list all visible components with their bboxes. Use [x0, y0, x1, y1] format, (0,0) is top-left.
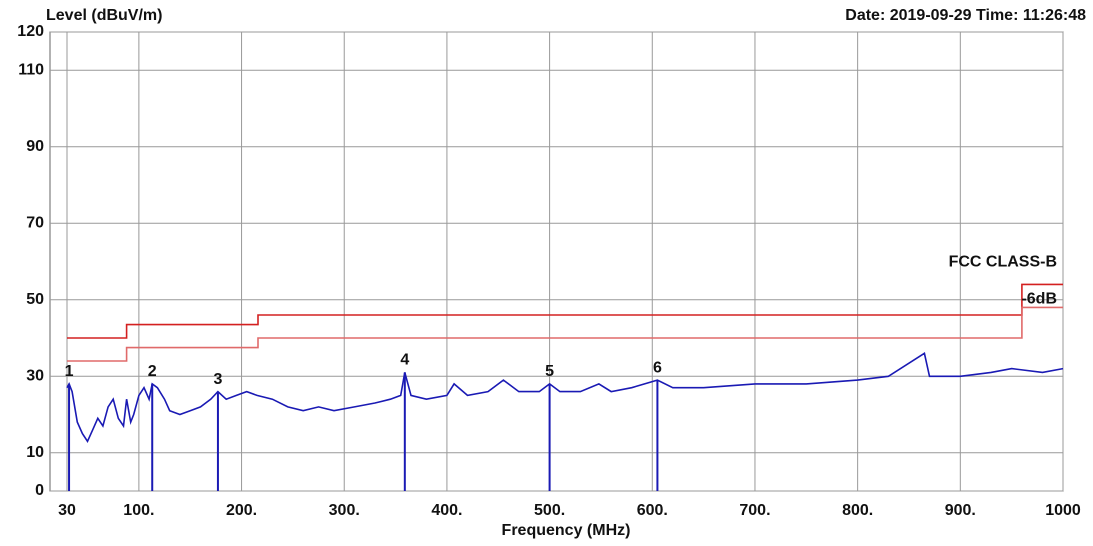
peak-label: 3 [213, 371, 222, 388]
x-tick-label: 700. [739, 502, 770, 519]
x-axis-label: Frequency (MHz) [502, 522, 631, 539]
y-tick-label: 120 [17, 23, 44, 40]
x-tick-label: 600. [637, 502, 668, 519]
y-tick-label: 30 [26, 367, 44, 384]
x-tick-label: 800. [842, 502, 873, 519]
x-tick-label: 500. [534, 502, 565, 519]
peak-label: 5 [545, 363, 554, 380]
y-tick-label: 110 [18, 61, 44, 78]
peak-label: 4 [400, 352, 409, 369]
y-tick-label: 70 [26, 214, 44, 231]
x-tick-label: 900. [945, 502, 976, 519]
timestamp: Date: 2019-09-29 Time: 11:26:48 [845, 7, 1086, 24]
plot-frame [49, 31, 1064, 492]
limit-label: FCC CLASS-B [949, 254, 1057, 271]
y-tick-label: 90 [26, 138, 44, 155]
series-line [67, 306, 1063, 362]
peak-label: 2 [148, 363, 157, 380]
x-tick-label: 100. [123, 502, 154, 519]
limit-label: -6dB [1021, 291, 1057, 308]
x-tick-label: 1000 [1045, 502, 1081, 519]
y-tick-label: 10 [26, 444, 44, 461]
y-axis-label: Level (dBuV/m) [46, 7, 162, 24]
peak-label: 6 [653, 359, 662, 376]
x-tick-label: 400. [431, 502, 462, 519]
y-tick-label: 0 [35, 482, 44, 499]
x-tick-label: 300. [329, 502, 360, 519]
x-tick-label: 200. [226, 502, 257, 519]
series-line [66, 352, 1064, 443]
series-line [67, 283, 1063, 339]
peak-label: 1 [65, 363, 74, 380]
x-tick-label: 30 [58, 502, 76, 519]
y-tick-label: 50 [26, 291, 44, 308]
